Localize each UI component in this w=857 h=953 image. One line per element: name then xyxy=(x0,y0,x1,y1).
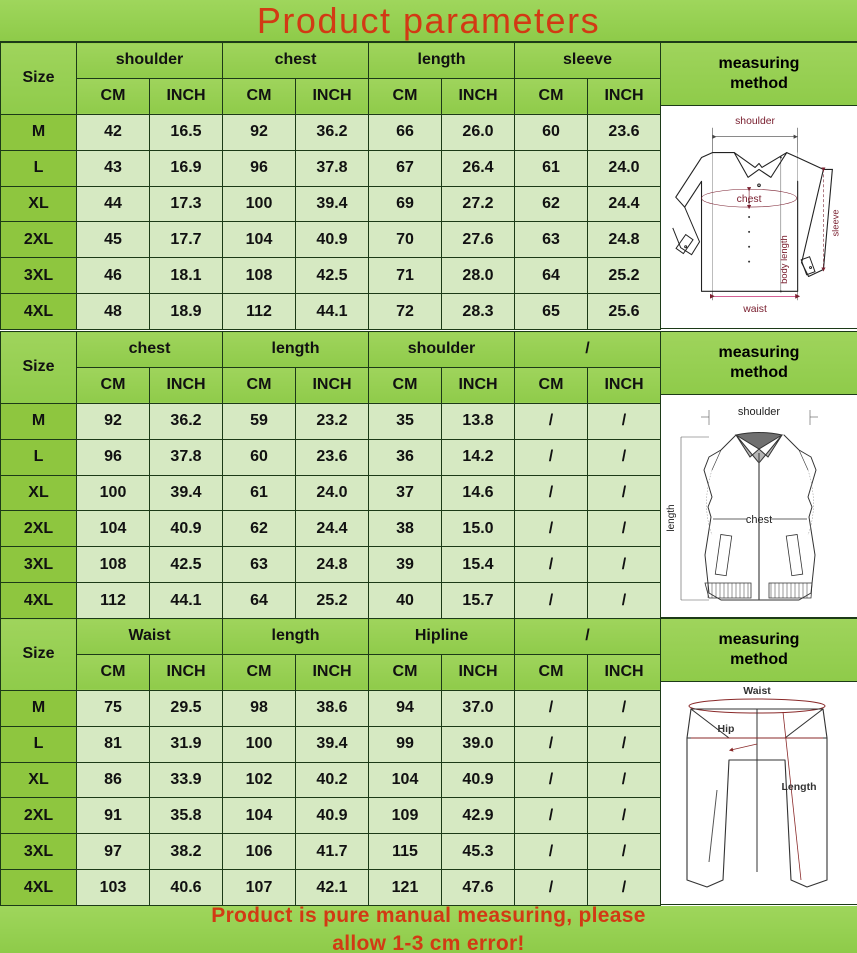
svg-text:Length: Length xyxy=(782,781,817,793)
svg-text:body length: body length xyxy=(778,235,789,284)
svg-text:shoulder: shoulder xyxy=(735,116,775,127)
svg-text:chest: chest xyxy=(737,194,762,205)
svg-text:waist: waist xyxy=(742,304,767,315)
svg-text:Hip: Hip xyxy=(718,723,735,735)
svg-text:length: length xyxy=(666,504,677,531)
svg-text:chest: chest xyxy=(746,514,772,526)
svg-text:Waist: Waist xyxy=(743,685,771,697)
svg-text:shoulder: shoulder xyxy=(738,406,781,418)
svg-text:sleeve: sleeve xyxy=(829,209,840,236)
